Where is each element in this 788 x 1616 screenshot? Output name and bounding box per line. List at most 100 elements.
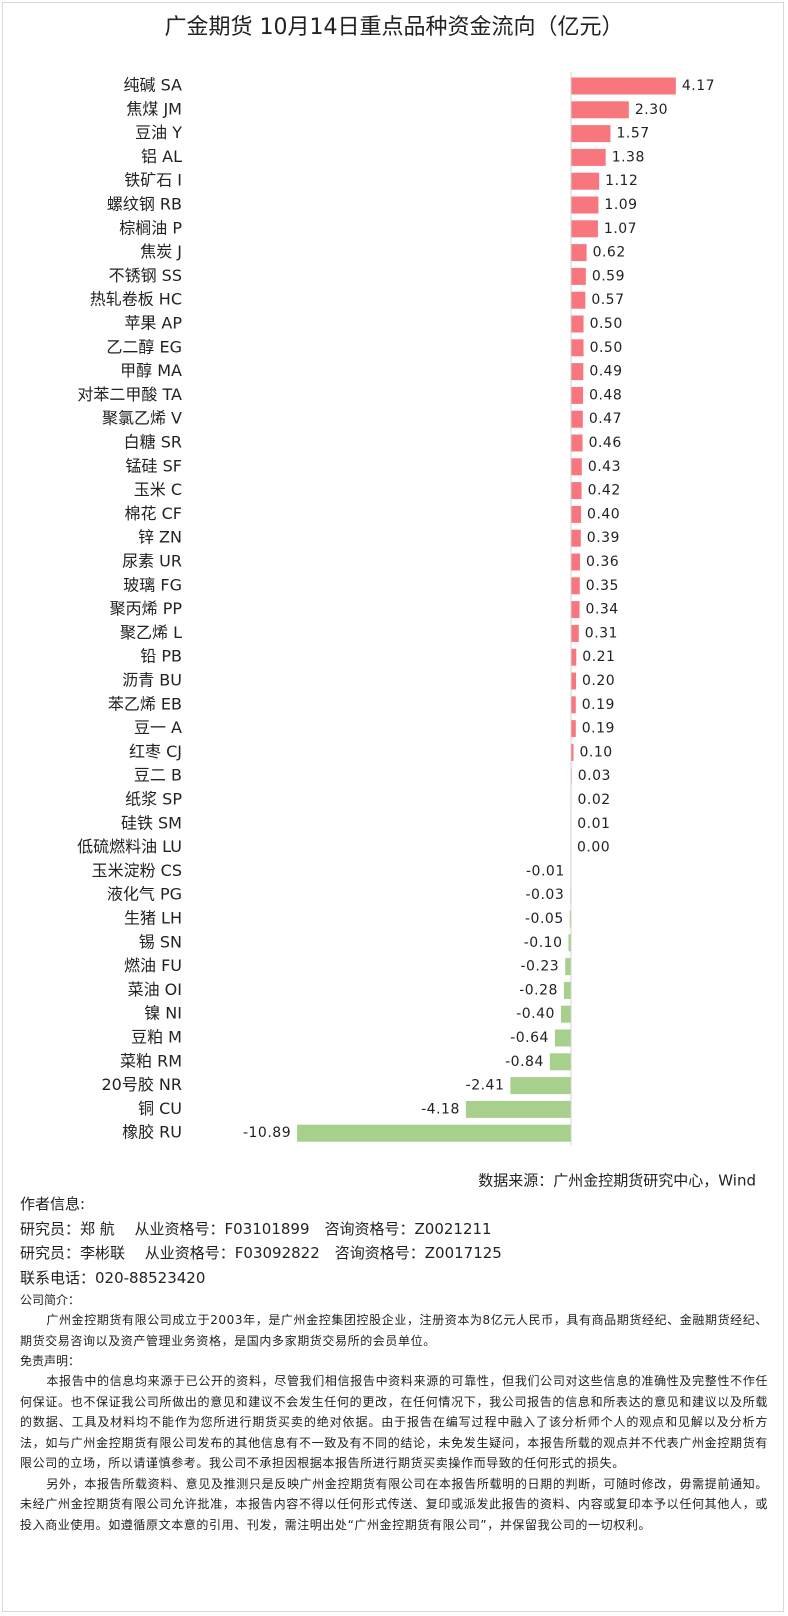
bar (571, 339, 584, 357)
category-label: 菜粕 RM (120, 1051, 182, 1070)
bar (571, 458, 582, 476)
value-label: 0.03 (578, 768, 611, 784)
category-label: 红枣 CJ (129, 742, 182, 761)
category-label: 热轧卷板 HC (90, 290, 182, 309)
category-label: 苯乙烯 EB (108, 694, 182, 713)
value-label: 0.42 (588, 483, 621, 499)
bar (565, 958, 571, 976)
category-label: 橡胶 RU (122, 1123, 182, 1142)
category-label: 聚乙烯 L (120, 623, 182, 642)
bar (571, 291, 586, 309)
value-label: -2.41 (466, 1078, 505, 1094)
value-label: -10.89 (243, 1125, 291, 1141)
category-label: 豆粕 M (131, 1028, 182, 1047)
bar (571, 553, 581, 571)
value-label: 0.34 (586, 602, 619, 618)
category-label: 不锈钢 SS (109, 266, 182, 285)
bar (571, 577, 580, 595)
category-label: 焦炭 J (140, 242, 182, 261)
category-label: 聚丙烯 PP (110, 599, 183, 618)
category-label: 低硫燃料油 LU (77, 837, 182, 856)
category-label: 液化气 PG (107, 885, 182, 904)
value-label: 0.35 (586, 578, 619, 594)
source-note: 数据来源：广州金控期货研究中心，Wind (478, 1172, 756, 1190)
category-label: 聚氯乙烯 V (102, 409, 182, 428)
category-label: 尿素 UR (122, 552, 182, 571)
value-label: 1.09 (604, 197, 637, 213)
value-label: 0.21 (582, 649, 615, 665)
bar (571, 125, 611, 143)
value-label: 0.31 (585, 625, 618, 641)
category-label: 锰硅 SF (126, 456, 182, 475)
author-line: 研究员：李彬联 从业资格号：F03092822 咨询资格号：Z0017125 (20, 1244, 502, 1262)
category-label: 锡 SN (139, 932, 182, 951)
bar (571, 77, 676, 95)
bar (571, 101, 629, 119)
value-label: 2.30 (635, 102, 668, 118)
category-label: 铅 PB (140, 647, 182, 666)
value-label: 0.62 (593, 245, 626, 261)
category-label: 豆二 B (134, 766, 182, 785)
value-label: 0.57 (591, 292, 624, 308)
category-label: 螺纹钢 RB (107, 195, 182, 214)
bar (465, 1100, 571, 1118)
value-label: -0.03 (526, 887, 565, 903)
value-label: 0.49 (589, 364, 622, 380)
bar (560, 1005, 571, 1023)
value-label: -0.84 (505, 1054, 544, 1070)
category-label: 沥青 BU (122, 671, 182, 690)
bar (569, 910, 571, 928)
value-label: 0.48 (589, 387, 622, 403)
bar (571, 624, 579, 642)
value-label: -4.18 (421, 1101, 460, 1117)
category-label: 纯碱 SA (124, 76, 183, 95)
author-line: 联系电话：020-88523420 (20, 1268, 206, 1287)
disclaimer-text: 另外，本报告所载资料、意见及推测只是反映广州金控期货有限公司在本报告所载明的日期… (20, 1476, 768, 1532)
bar (563, 981, 571, 999)
value-label: 1.57 (616, 126, 649, 142)
company-text: 广州金控期货有限公司成立于2003年，是广州金控集团控股企业，注册资本为8亿元人… (20, 1313, 768, 1348)
value-label: 0.19 (582, 721, 615, 737)
chart: 广金期货 10月14日重点品种资金流向（亿元） 数据来源：广州金控期货研究中心，… (77, 15, 756, 1190)
category-label: 菜油 OI (128, 980, 182, 999)
bar (554, 1029, 571, 1047)
value-label: -0.23 (520, 959, 559, 975)
category-label: 纸浆 SP (125, 790, 182, 809)
bar (571, 220, 598, 238)
bar (571, 244, 587, 262)
bar (571, 482, 582, 500)
value-label: 0.47 (589, 411, 622, 427)
category-label: 镍 NI (144, 1004, 182, 1023)
value-label: 1.07 (604, 221, 637, 237)
value-label: -0.64 (510, 1030, 549, 1046)
bar (297, 1124, 571, 1142)
value-label: 0.36 (586, 554, 619, 570)
value-label: 0.20 (582, 673, 615, 689)
bar (571, 172, 600, 190)
category-label: 锌 ZN (138, 528, 182, 547)
disclaimer-text: 本报告中的信息均来源于已公开的资料，尽管我们相信报告中资料来源的可靠性，但我们公… (20, 1374, 768, 1470)
value-label: 1.12 (605, 173, 638, 189)
value-label: 0.01 (577, 816, 610, 832)
category-label: 铝 AL (141, 147, 182, 166)
bar (571, 648, 577, 666)
category-label: 棉花 CF (125, 504, 182, 523)
category-label: 生猪 LH (124, 909, 182, 928)
bar (510, 1077, 571, 1095)
category-label: 豆一 A (134, 718, 182, 737)
bar (571, 434, 583, 452)
bar (571, 196, 599, 214)
value-label: -0.40 (516, 1006, 555, 1022)
disclaimer-heading: 免责声明： (20, 1354, 81, 1368)
value-label: 0.46 (589, 435, 622, 451)
category-label: 苹果 AP (124, 314, 182, 333)
value-label: 0.10 (580, 744, 613, 760)
value-label: -0.01 (526, 863, 565, 879)
company-heading: 公司简介： (20, 1293, 81, 1307)
category-label: 燃油 FU (124, 956, 182, 975)
bar (571, 743, 574, 761)
category-label: 甲醇 MA (120, 361, 182, 380)
category-label: 玉米 C (134, 480, 182, 499)
bar (571, 696, 576, 714)
